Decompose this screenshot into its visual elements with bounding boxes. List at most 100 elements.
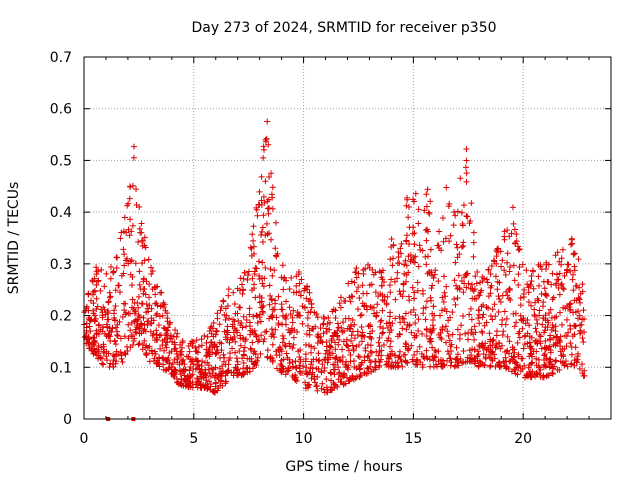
data-point [250, 350, 257, 357]
data-point [508, 230, 515, 237]
data-point [416, 343, 423, 350]
data-point [146, 294, 153, 301]
data-point [456, 286, 463, 293]
data-point [301, 304, 308, 311]
data-point [554, 249, 561, 256]
data-point [482, 355, 489, 362]
data-point [225, 361, 232, 368]
data-point [260, 302, 267, 309]
data-point [474, 357, 481, 364]
data-point [156, 332, 163, 339]
data-point [214, 315, 221, 322]
data-point [146, 343, 153, 350]
data-point [361, 370, 368, 377]
data-point [252, 294, 259, 301]
data-point [511, 367, 518, 374]
data-point [234, 358, 241, 365]
data-point [332, 339, 339, 346]
data-point [336, 336, 343, 343]
data-point [396, 260, 403, 267]
data-point [135, 293, 142, 300]
data-point [350, 347, 357, 354]
data-point [406, 321, 413, 328]
data-point [182, 375, 189, 382]
data-point [222, 316, 229, 323]
data-point [432, 267, 439, 274]
data-point [426, 210, 433, 217]
data-point [454, 254, 461, 261]
data-point [136, 268, 143, 275]
data-point [113, 358, 120, 365]
data-point [202, 359, 209, 366]
data-point [455, 272, 462, 279]
data-point [473, 296, 480, 303]
data-point [521, 362, 528, 369]
y-tick-label: 0.1 [50, 360, 72, 376]
data-point [345, 315, 352, 322]
data-point [197, 382, 204, 389]
data-point [225, 286, 232, 293]
data-point [547, 306, 554, 313]
data-point [254, 312, 261, 319]
data-point [558, 321, 565, 328]
data-point [282, 315, 289, 322]
data-point [380, 279, 387, 286]
y-tick-label: 0.7 [50, 50, 72, 66]
data-point [525, 364, 532, 371]
data-point [327, 387, 334, 394]
data-point [471, 323, 478, 330]
data-point [423, 261, 430, 268]
data-point [160, 304, 167, 311]
data-point [574, 315, 581, 322]
data-point [133, 186, 140, 193]
data-point [165, 324, 172, 331]
data-point [428, 285, 435, 292]
data-point [212, 379, 219, 386]
data-point [435, 278, 442, 285]
data-point [97, 354, 104, 361]
data-point [556, 270, 563, 277]
y-tick-label: 0.2 [50, 309, 72, 325]
data-point [332, 314, 339, 321]
data-point [556, 337, 563, 344]
data-point [527, 345, 534, 352]
data-point [119, 314, 126, 321]
data-point [278, 348, 285, 355]
data-point [420, 305, 427, 312]
data-point [533, 337, 540, 344]
data-point [516, 263, 523, 270]
data-point [535, 356, 542, 363]
data-point [373, 309, 380, 316]
data-point [513, 231, 520, 238]
data-point [214, 347, 221, 354]
data-point [462, 330, 469, 337]
data-point [266, 282, 273, 289]
data-point [83, 327, 90, 334]
data-point [429, 344, 436, 351]
data-point [300, 363, 307, 370]
data-point [515, 281, 522, 288]
data-point [524, 281, 531, 288]
data-point [444, 328, 451, 335]
data-point [138, 220, 145, 227]
data-point [93, 281, 100, 288]
data-point [148, 271, 155, 278]
data-point [511, 226, 518, 233]
data-point [147, 328, 154, 335]
data-point [580, 307, 587, 314]
data-point [535, 282, 542, 289]
data-point [468, 316, 475, 323]
data-point [101, 283, 108, 290]
data-point [541, 285, 548, 292]
data-point [247, 244, 254, 251]
data-point [260, 212, 267, 219]
data-point [279, 332, 286, 339]
data-point [472, 329, 479, 336]
data-point [549, 321, 556, 328]
data-point [367, 348, 374, 355]
data-point [207, 373, 214, 380]
data-point [297, 292, 304, 299]
data-point [293, 282, 300, 289]
data-point [317, 325, 324, 332]
